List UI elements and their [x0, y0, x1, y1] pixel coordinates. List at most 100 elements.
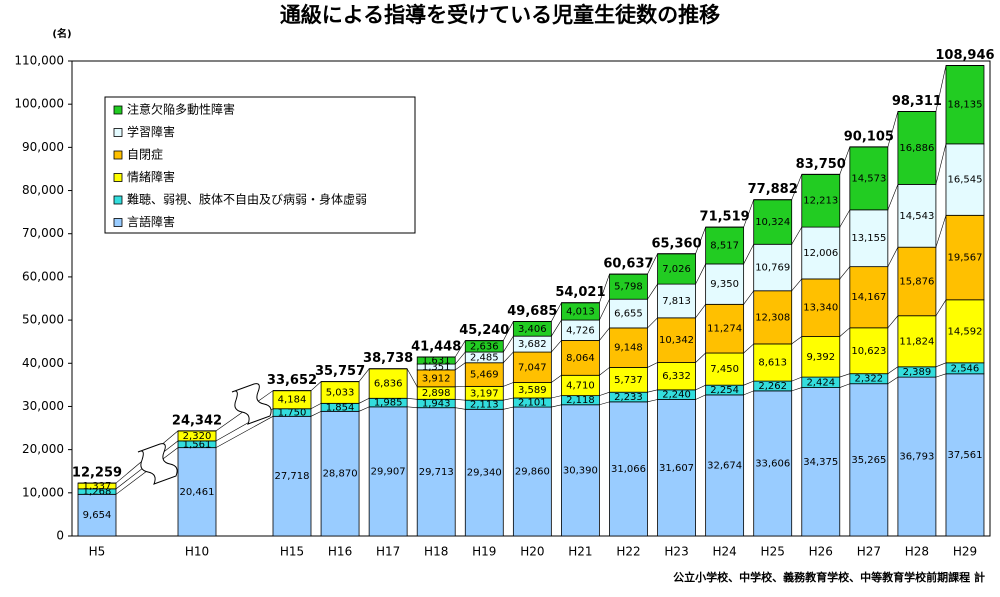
value-label: 29,713	[419, 467, 454, 478]
connector-line	[647, 284, 657, 299]
legend-label: 注意欠陥多動性障害	[127, 102, 235, 117]
connector-line	[744, 291, 754, 305]
value-label: 2,546	[951, 363, 980, 374]
value-label: 13,155	[851, 233, 886, 244]
y-tick-label: 30,000	[22, 399, 64, 413]
legend-label: 難聴、弱視、肢体不自由及び病弱・身体虚弱	[127, 192, 367, 207]
connector-line	[792, 388, 802, 391]
value-label: 3,406	[518, 324, 547, 335]
value-label: 2,118	[566, 395, 595, 406]
value-label: 12,213	[803, 196, 838, 207]
connector-line	[936, 215, 946, 247]
x-tick-label: H18	[424, 545, 448, 559]
legend-label: 言語障害	[127, 214, 175, 229]
connector-line	[744, 381, 754, 385]
legend-swatch	[114, 174, 122, 182]
x-tick-label: H28	[905, 545, 929, 559]
value-label: 10,324	[755, 217, 790, 228]
total-label: 54,021	[555, 285, 605, 300]
value-label: 9,392	[806, 352, 835, 363]
connector-line	[551, 320, 561, 336]
value-label: 7,026	[662, 264, 691, 275]
value-label: 2,322	[855, 374, 884, 385]
connector-line	[503, 398, 513, 400]
total-label: 45,240	[459, 323, 509, 338]
total-label: 12,259	[72, 466, 122, 481]
connector-line	[359, 398, 369, 403]
value-label: 31,066	[611, 464, 646, 475]
connector-line	[647, 362, 657, 367]
connector-line	[311, 411, 321, 416]
value-label: 29,340	[467, 468, 502, 479]
x-tick-label: H26	[809, 545, 833, 559]
x-tick-label: H5	[89, 545, 106, 559]
value-label: 2,485	[470, 352, 499, 363]
total-label: 98,311	[892, 94, 942, 109]
connector-line	[936, 363, 946, 367]
value-label: 20,461	[180, 487, 215, 498]
value-label: 3,197	[470, 388, 499, 399]
connector-line	[744, 344, 754, 353]
connector-line	[696, 385, 706, 390]
legend-label: 自閉症	[127, 147, 163, 162]
value-label: 14,167	[851, 292, 886, 303]
connector-line	[744, 391, 754, 395]
value-label: 1,854	[326, 402, 355, 413]
y-tick-label: 10,000	[22, 485, 64, 499]
x-tick-label: H20	[520, 545, 544, 559]
y-tick-label: 0	[56, 529, 64, 543]
value-label: 5,469	[470, 370, 499, 381]
connector-line	[216, 416, 273, 447]
connector-line	[840, 374, 850, 377]
connector-line	[503, 336, 513, 352]
value-label: 3,912	[422, 373, 451, 384]
connector-line	[792, 227, 802, 244]
connector-line	[551, 405, 561, 407]
value-label: 2,262	[758, 381, 787, 392]
legend-label: 学習障害	[127, 124, 175, 139]
value-label: 5,033	[326, 387, 355, 398]
y-tick-label: 110,000	[14, 54, 64, 68]
y-tick-label: 100,000	[14, 97, 64, 111]
total-label: 49,685	[507, 304, 557, 319]
footnote: 公立小学校、中学校、義務教育学校、中等教育学校前期課程 計	[673, 570, 985, 584]
total-label: 65,360	[651, 236, 701, 251]
y-unit: (名)	[52, 27, 71, 40]
connector-line	[551, 340, 561, 352]
x-tick-label: H22	[616, 545, 640, 559]
connector-line	[647, 390, 657, 392]
y-tick-label: 50,000	[22, 313, 64, 327]
value-label: 29,907	[371, 466, 406, 477]
legend-swatch	[114, 129, 122, 137]
connector-line	[696, 395, 706, 400]
y-tick-label: 20,000	[22, 442, 64, 456]
y-tick-label: 60,000	[22, 269, 64, 283]
connector-line	[311, 403, 321, 408]
value-label: 2,240	[662, 390, 691, 401]
value-label: 2,233	[614, 392, 643, 403]
value-label: 8,517	[710, 241, 739, 252]
value-label: 9,654	[83, 510, 112, 521]
connector-line	[647, 318, 657, 328]
legend-swatch	[114, 196, 122, 204]
value-label: 2,113	[470, 400, 499, 411]
value-label: 5,737	[614, 375, 643, 386]
value-label: 30,390	[563, 465, 598, 476]
connector-line	[359, 407, 369, 411]
value-label: 5,798	[614, 282, 643, 293]
value-label: 32,674	[707, 460, 742, 471]
x-tick-label: H29	[953, 545, 977, 559]
value-label: 36,793	[899, 452, 934, 463]
connector-line	[503, 407, 513, 409]
value-label: 11,824	[899, 336, 934, 347]
value-label: 1,750	[278, 408, 307, 419]
value-label: 10,623	[851, 346, 886, 357]
total-label: 83,750	[796, 157, 846, 172]
y-tick-label: 80,000	[22, 183, 64, 197]
value-label: 3,682	[518, 339, 547, 350]
value-label: 12,308	[755, 312, 790, 323]
value-label: 27,718	[275, 471, 310, 482]
value-label: 4,710	[566, 380, 595, 391]
